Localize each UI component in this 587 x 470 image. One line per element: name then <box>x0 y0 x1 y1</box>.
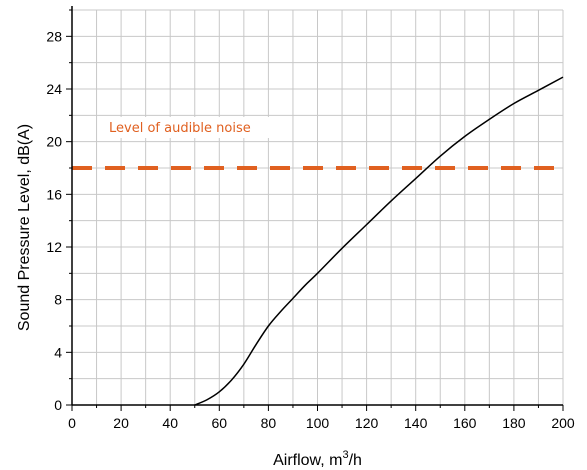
x-tick-label: 120 <box>355 415 379 431</box>
y-tick-label: 12 <box>46 239 62 255</box>
y-tick-label: 28 <box>46 28 62 44</box>
x-tick-label: 200 <box>551 415 575 431</box>
x-axis-title-main: Airflow, m <box>273 452 342 469</box>
y-tick-label: 4 <box>54 344 62 360</box>
y-tick-label: 20 <box>46 134 62 150</box>
x-tick-labels: 0 20 40 60 80 100 120 140 160 180 200 <box>68 415 575 431</box>
series-group <box>194 76 564 406</box>
y-tick-label: 16 <box>46 186 62 202</box>
axes <box>66 6 564 411</box>
y-tick-label: 24 <box>46 81 62 97</box>
x-axis-title: Airflow, m3/h <box>273 449 362 469</box>
x-tick-label: 180 <box>502 415 526 431</box>
y-tick-label: 0 <box>54 397 62 413</box>
x-tick-label: 40 <box>162 415 178 431</box>
x-tick-label: 140 <box>404 415 428 431</box>
y-tick-labels: 0 4 8 12 16 20 24 28 <box>46 28 62 413</box>
sound-level-series-line <box>194 76 564 406</box>
x-tick-label: 20 <box>113 415 129 431</box>
annotation-label: Level of audible noise <box>109 121 251 136</box>
x-tick-label: 160 <box>453 415 477 431</box>
x-axis-title-superscript: 3 <box>342 449 348 461</box>
y-axis-title: Sound Pressure Level, dB(A) <box>16 124 33 331</box>
x-tick-label: 0 <box>68 415 76 431</box>
x-axis-title-suffix: /h <box>349 452 362 469</box>
annotation-background <box>100 117 282 138</box>
grid-lines <box>71 9 564 406</box>
y-tick-label: 8 <box>54 292 62 308</box>
x-tick-label: 60 <box>212 415 228 431</box>
x-tick-label: 100 <box>306 415 330 431</box>
x-tick-label: 80 <box>261 415 277 431</box>
annotation-group: Level of audible noise <box>100 117 282 138</box>
